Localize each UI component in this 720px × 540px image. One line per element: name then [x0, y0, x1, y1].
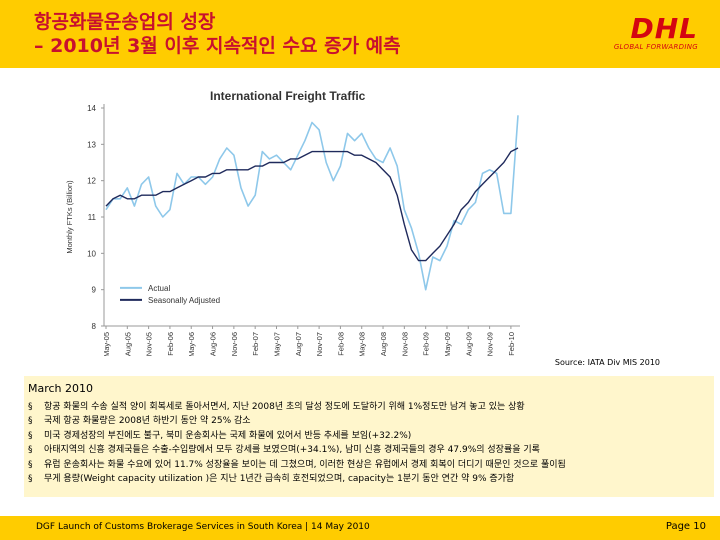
- bullet-symbol: §: [28, 430, 33, 441]
- x-tick-label: May-06: [187, 332, 196, 356]
- bullet-item: § 유럽 운송회사는 화물 수요에 있어 11.7% 성장율을 보이는 데 그쳤으…: [28, 458, 566, 472]
- dhl-logo-text: DHL: [630, 12, 698, 45]
- y-tick-label: 14: [87, 104, 96, 113]
- bullet-item: § 국제 항공 화물량은 2008년 하반기 동안 약 25% 감소: [28, 414, 566, 428]
- bullet-list: § 항공 화물의 수송 실적 양이 회복세로 돌아서면서, 지난 2008년 초의…: [28, 400, 566, 486]
- x-tick-label: Nov-08: [400, 332, 409, 356]
- bullet-text: 미국 경제성장의 부진에도 불구, 북미 운송회사는 국제 화물에 있어서 반등…: [44, 430, 412, 441]
- series-line-actual: [105, 115, 519, 291]
- x-tick-label: Aug-05: [123, 332, 132, 356]
- bullet-symbol: §: [28, 402, 33, 412]
- legend-label: Seasonally Adjusted: [148, 296, 220, 305]
- y-tick-label: 8: [92, 322, 97, 331]
- x-tick-label: Feb-06: [166, 332, 175, 356]
- info-box: March 2010 § 항공 화물의 수송 실적 양이 회복세로 돌아서면서, …: [24, 376, 714, 497]
- dhl-logo-subtext: GLOBAL FORWARDING: [613, 43, 698, 51]
- x-tick-label: May-07: [272, 332, 281, 356]
- x-tick-label: Aug-08: [379, 332, 388, 356]
- footer-text: DGF Launch of Customs Brokerage Services…: [36, 522, 370, 532]
- bullet-text: 국제 항공 화물량은 2008년 하반기 동안 약 25% 감소: [44, 416, 251, 427]
- x-tick-label: Feb-09: [422, 332, 431, 356]
- bullet-symbol: §: [28, 459, 33, 470]
- info-heading: March 2010: [28, 382, 94, 395]
- dhl-logo: DHL GLOBAL FORWARDING: [586, 14, 698, 54]
- title-line-2: – 2010년 3월 이후 지속적인 수요 증가 예측: [34, 35, 401, 57]
- bullet-symbol: §: [28, 473, 33, 484]
- x-tick-label: Aug-06: [209, 332, 218, 356]
- bullet-item: § 무게 용량(Weight capacity utilization )은 지난…: [28, 472, 566, 486]
- freight-traffic-chart: International Freight Traffic 8 9 10 11 12 13 1…: [65, 89, 520, 356]
- page-number: Page 10: [665, 521, 706, 532]
- x-tick-label: Feb-07: [251, 332, 260, 356]
- x-tick-label: Feb-10: [507, 332, 516, 356]
- y-tick-label: 10: [87, 249, 96, 258]
- x-tick-label: Nov-09: [486, 332, 495, 356]
- bullet-item: § 아태지역의 신흥 경제국들은 수출-수입량에서 모두 강세를 보였으며(+34…: [28, 443, 566, 457]
- bullet-symbol: §: [28, 445, 33, 456]
- x-tick-label: Nov-07: [315, 332, 324, 356]
- footer-bar: DGF Launch of Customs Brokerage Services…: [0, 516, 720, 540]
- legend-label: Actual: [148, 284, 170, 293]
- x-tick-label: Aug-09: [464, 332, 473, 356]
- x-tick-label: Feb-08: [336, 332, 345, 356]
- y-tick-label: 11: [88, 213, 97, 222]
- title-line-1: 항공화물운송업의 성장: [34, 11, 216, 33]
- bullet-item: § 항공 화물의 수송 실적 양이 회복세로 돌아서면서, 지난 2008년 초의…: [28, 400, 566, 414]
- y-tick-label: 12: [87, 177, 96, 186]
- y-tick-label: 13: [87, 140, 96, 149]
- y-axis-label: Monthly FTKs (Billion): [65, 180, 74, 254]
- x-tick-label: May-09: [443, 332, 452, 356]
- y-tick-label: 9: [92, 286, 97, 295]
- bullet-symbol: §: [28, 416, 33, 427]
- x-tick-label: Nov-06: [230, 332, 239, 356]
- x-tick-label: Nov-05: [145, 332, 154, 356]
- bullet-text: 무게 용량(Weight capacity utilization )은 지난 …: [44, 473, 515, 484]
- source-note: Source: IATA Div MIS 2010: [554, 358, 660, 367]
- series-line-seasonally-adjusted: [105, 147, 519, 262]
- bullet-text: 유럽 운송회사는 화물 수요에 있어 11.7% 성장율을 보이는 데 그쳤으며…: [44, 459, 566, 470]
- chart-title: International Freight Traffic: [210, 89, 366, 103]
- x-tick-label: Aug-07: [294, 332, 303, 356]
- bullet-item: § 미국 경제성장의 부진에도 불구, 북미 운송회사는 국제 화물에 있어서 반…: [28, 429, 566, 443]
- x-tick-label: May-08: [358, 332, 367, 356]
- bullet-text: 항공 화물의 수송 실적 양이 회복세로 돌아서면서, 지난 2008년 초의 …: [44, 402, 525, 412]
- x-tick-label: May-05: [102, 332, 111, 356]
- bullet-text: 아태지역의 신흥 경제국들은 수출-수입량에서 모두 강세를 보였으며(+34.…: [44, 445, 540, 456]
- header-bar: 항공화물운송업의 성장 – 2010년 3월 이후 지속적인 수요 증가 예측 …: [0, 0, 720, 68]
- slide-title: 항공화물운송업의 성장 – 2010년 3월 이후 지속적인 수요 증가 예측: [34, 10, 401, 58]
